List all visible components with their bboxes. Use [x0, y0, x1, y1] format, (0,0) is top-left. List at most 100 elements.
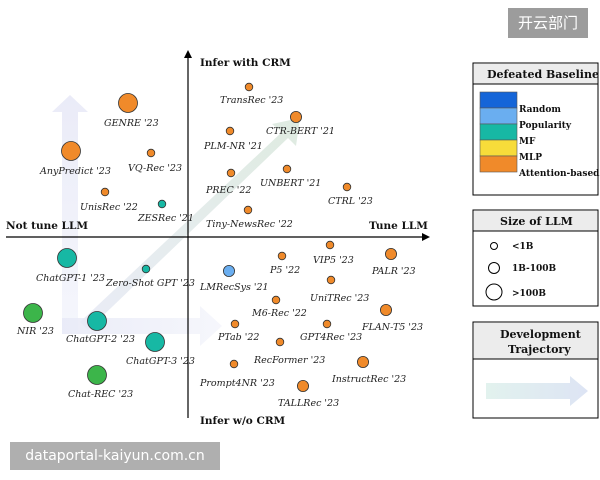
model-node: UnisRec '22	[80, 187, 138, 213]
model-dot	[87, 365, 107, 385]
model-label: FLAN-T5 '23	[361, 322, 423, 333]
legend-swatch	[479, 155, 518, 173]
model-dot	[57, 248, 77, 268]
model-node: NIR '23	[16, 303, 54, 337]
model-label: UnisRec '22	[80, 202, 138, 213]
trajectory-legend-arrow	[486, 376, 588, 406]
model-nodes: TransRec '23 GENRE '23 CTR-BERT '21 PLM-…	[16, 82, 423, 409]
model-node: ChatGPT-2 '23	[66, 311, 135, 345]
legend-defeated-baseline: Defeated Baseline Random Popularity MF M…	[472, 62, 600, 196]
model-dot	[277, 251, 287, 261]
model-dot	[296, 379, 309, 392]
axis-label-left: Not tune LLM	[6, 220, 88, 232]
trajectory-background	[52, 95, 300, 346]
model-label: InstructRec '23	[331, 374, 406, 385]
model-node: Chat-REC '23	[68, 365, 133, 400]
legend-baseline-title: Defeated Baseline	[487, 68, 599, 81]
model-dot	[289, 111, 302, 124]
model-label: GENRE '23	[104, 118, 159, 129]
model-label: PREC '22	[205, 185, 251, 196]
model-label: UniTRec '23	[310, 293, 369, 304]
model-label: CTR-BERT '21	[266, 126, 335, 137]
model-label: GPT4Rec '23	[300, 332, 362, 343]
model-node: GENRE '23	[104, 93, 159, 129]
model-node: FLAN-T5 '23	[361, 303, 423, 333]
legend-swatch	[479, 91, 518, 109]
model-dot	[356, 355, 369, 368]
model-node: M6-Rec '22	[251, 295, 307, 319]
model-node: VIP5 '23	[313, 240, 354, 266]
watermark-corner: 开云部门	[508, 8, 588, 38]
legend-baseline-label: Random	[519, 105, 561, 115]
model-dot	[282, 164, 292, 174]
legend-size-dot	[485, 283, 503, 301]
legend-size-label: 1B-100B	[512, 264, 557, 274]
legend-baseline-label: Attention-based	[518, 169, 600, 179]
model-node: Prompt4NR '23	[199, 359, 275, 389]
model-label: PTab '22	[217, 332, 259, 343]
model-dot	[118, 93, 138, 113]
model-label: UNBERT '21	[260, 178, 321, 189]
model-dot	[243, 205, 253, 215]
legend-development-trajectory: Development Trajectory	[472, 321, 599, 419]
model-node: Zero-Shot GPT '23	[105, 264, 195, 289]
legend-baseline-label: Popularity	[519, 121, 572, 131]
model-label: CTRL '23	[328, 196, 373, 207]
model-dot	[271, 295, 281, 305]
model-label: TALLRec '23	[278, 398, 339, 409]
axis-label-right: Tune LLM	[369, 220, 428, 232]
legend-size-dot	[490, 242, 498, 250]
model-dot	[141, 264, 151, 274]
model-node: AnyPredict '23	[39, 141, 111, 177]
model-label: ChatGPT-1 '23	[36, 273, 105, 284]
model-dot	[342, 182, 352, 192]
model-node: VQ-Rec '23	[128, 148, 182, 174]
trajectory-arrow-up	[52, 95, 88, 330]
model-label: NIR '23	[16, 326, 54, 337]
legend-swatch	[479, 139, 518, 157]
model-dot	[225, 126, 235, 136]
model-node: PREC '22	[205, 168, 251, 196]
legend-llm-size: Size of LLM <1B 1B-100B >100B	[472, 209, 599, 307]
model-label: ChatGPT-3 '23	[126, 356, 195, 367]
model-dot	[326, 275, 336, 285]
model-dot	[146, 148, 156, 158]
model-dot	[145, 332, 165, 352]
watermark-url: dataportal-kaiyun.com.cn	[10, 442, 220, 470]
model-node: RecFormer '23	[253, 337, 325, 366]
model-label: PLM-NR '21	[203, 141, 263, 152]
model-label: RecFormer '23	[253, 355, 325, 366]
model-label: M6-Rec '22	[251, 308, 307, 319]
legend-size-title: Size of LLM	[500, 215, 573, 228]
model-node: LMRecSys '21	[199, 264, 269, 293]
legend-size-label: <1B	[512, 242, 534, 252]
model-node: PALR '23	[371, 247, 416, 277]
model-node: ChatGPT-1 '23	[36, 248, 105, 284]
model-label: AnyPredict '23	[39, 166, 111, 177]
axes: Infer with CRM Infer w/o CRM Not tune LL…	[6, 50, 430, 427]
model-node: InstructRec '23	[331, 355, 406, 385]
model-label: Tiny-NewsRec '22	[206, 219, 293, 230]
model-label: P5 '22	[269, 265, 300, 276]
model-dot	[322, 319, 332, 329]
model-label: ChatGPT-2 '23	[66, 334, 135, 345]
trajectory-arrow-diagonal	[80, 118, 300, 330]
legend-swatch	[479, 123, 518, 141]
model-node: PTab '22	[217, 319, 259, 343]
legend-traj-title: Development	[500, 328, 582, 341]
model-dot	[244, 82, 254, 92]
model-label: Chat-REC '23	[68, 389, 133, 400]
model-node: ZESRec '21	[137, 199, 194, 224]
model-node: PLM-NR '21	[203, 126, 263, 152]
trajectory-arrow-right	[62, 306, 222, 346]
model-label: VIP5 '23	[313, 255, 354, 266]
model-dot	[100, 187, 110, 197]
model-dot	[325, 240, 335, 250]
model-dot	[87, 311, 107, 331]
model-node: P5 '22	[269, 251, 300, 276]
model-node: UNBERT '21	[260, 164, 321, 189]
model-label: VQ-Rec '23	[128, 163, 182, 174]
legend-baseline-label: MF	[519, 137, 536, 147]
model-label: PALR '23	[371, 266, 416, 277]
